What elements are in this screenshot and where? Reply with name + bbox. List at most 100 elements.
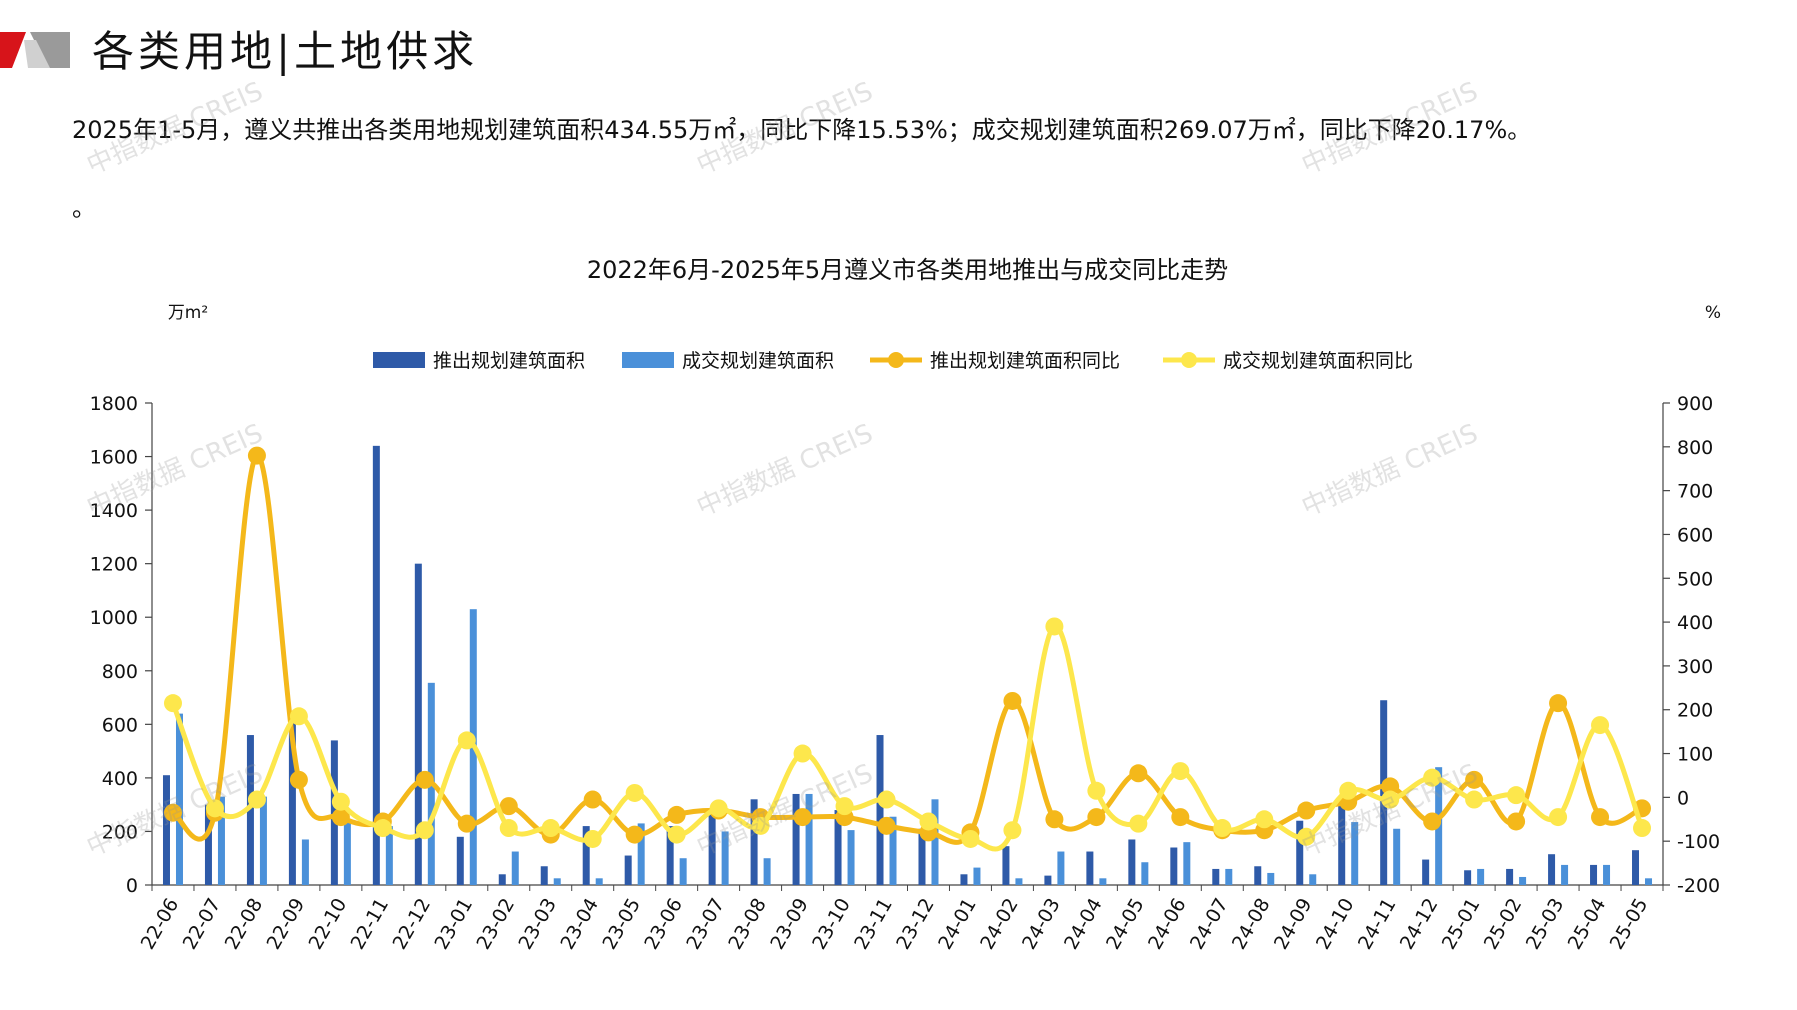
left-axis-unit: 万m² xyxy=(168,303,208,323)
supply-yoy-point xyxy=(457,814,476,833)
deal-yoy-point xyxy=(835,797,854,816)
legend-swatch-bar xyxy=(373,352,425,368)
x-tick-label: 22-12 xyxy=(388,895,435,954)
deal-bar xyxy=(637,823,645,885)
supply-bar xyxy=(1086,851,1094,885)
supply-bar xyxy=(1044,875,1052,885)
supply-yoy-line xyxy=(171,453,1644,845)
supply-yoy-point xyxy=(1465,770,1484,789)
deal-bar xyxy=(973,867,981,885)
supply-bar xyxy=(372,445,380,885)
legend-label: 推出规划建筑面积同比 xyxy=(930,350,1120,372)
legend-swatch-marker xyxy=(1181,352,1197,368)
deal-yoy-point xyxy=(1549,808,1568,827)
legend-swatch-marker xyxy=(888,352,904,368)
summary-text: 2025年1-5月，遵义共推出各类用地规划建筑面积434.55万㎡，同比下降15… xyxy=(72,116,1532,144)
x-tick-label: 23-02 xyxy=(472,895,519,954)
supply-bar xyxy=(498,874,506,885)
x-tick-label: 24-01 xyxy=(934,894,981,953)
supply-yoy-point xyxy=(877,816,896,835)
deal-bar xyxy=(1603,864,1611,885)
x-tick-label: 23-03 xyxy=(514,895,561,954)
deal-bar xyxy=(1183,842,1191,885)
supply-bar xyxy=(204,804,212,885)
supply-bar xyxy=(1464,870,1472,885)
deal-bar xyxy=(847,830,855,885)
right-tick-label: 800 xyxy=(1677,437,1713,459)
x-tick-label: 24-08 xyxy=(1228,895,1275,954)
x-tick-label: 23-10 xyxy=(808,895,855,954)
deal-yoy-point xyxy=(709,799,728,818)
left-tick-label: 0 xyxy=(126,875,138,897)
deal-bar xyxy=(343,820,351,885)
supply-bar xyxy=(792,793,800,885)
deal-yoy-point xyxy=(1213,819,1232,838)
x-tick-label: 25-01 xyxy=(1438,895,1485,954)
supply-bar xyxy=(666,826,674,885)
right-tick-label: 100 xyxy=(1677,744,1713,766)
deal-yoy-point xyxy=(877,790,896,809)
x-tick-label: 23-12 xyxy=(892,895,939,954)
deal-yoy-point xyxy=(1591,716,1610,735)
supply-bar xyxy=(288,721,296,885)
supply-bar xyxy=(162,775,170,885)
logo-light-shape xyxy=(24,40,50,68)
deal-bar xyxy=(1477,868,1485,885)
supply-bar xyxy=(750,799,758,885)
deal-bar xyxy=(889,816,897,885)
x-tick-label: 24-03 xyxy=(1018,895,1065,954)
summary-tail: 。 xyxy=(72,194,96,222)
deal-bar xyxy=(1561,864,1569,885)
deal-bar xyxy=(679,858,687,885)
x-tick-label: 23-09 xyxy=(766,895,813,954)
supply-bar xyxy=(834,810,842,885)
deal-yoy-point xyxy=(247,790,266,809)
deal-yoy-point xyxy=(289,707,308,726)
supply-bar xyxy=(708,810,716,885)
legend-label: 成交规划建筑面积同比 xyxy=(1223,350,1413,372)
supply-yoy-point xyxy=(163,803,182,822)
deal-bar xyxy=(1393,828,1401,885)
supply-bar xyxy=(1002,846,1010,885)
x-tick-label: 23-06 xyxy=(640,895,687,954)
supply-bar xyxy=(1548,854,1556,885)
deal-bar xyxy=(1267,872,1275,885)
deal-yoy-point xyxy=(625,783,644,802)
x-tick-label: 23-08 xyxy=(724,895,771,954)
deal-bar xyxy=(805,793,813,885)
deal-bar xyxy=(1645,878,1653,885)
supply-yoy-point xyxy=(793,808,812,827)
supply-bar xyxy=(1632,850,1640,885)
deal-bar xyxy=(1309,874,1317,885)
left-tick-label: 1000 xyxy=(90,607,138,629)
deal-bar xyxy=(763,858,771,885)
deal-yoy-point xyxy=(1171,762,1190,781)
right-axis-unit: % xyxy=(1705,303,1721,323)
left-tick-label: 1400 xyxy=(90,500,138,522)
deal-yoy-point xyxy=(457,731,476,750)
deal-bar xyxy=(1351,822,1359,885)
deal-bar xyxy=(1099,878,1107,885)
brand-logo xyxy=(0,32,70,68)
deal-yoy-point xyxy=(415,821,434,840)
deal-yoy-point xyxy=(1045,617,1064,636)
supply-yoy-point xyxy=(1423,812,1442,831)
deal-bar xyxy=(931,799,939,885)
deal-bar xyxy=(721,831,729,885)
supply-yoy-point xyxy=(331,808,350,827)
supply-yoy-point xyxy=(583,790,602,809)
supply-yoy-point xyxy=(667,805,686,824)
x-tick-label: 24-02 xyxy=(976,895,1023,954)
deal-yoy-point xyxy=(1339,781,1358,800)
supply-yoy-point xyxy=(1507,812,1526,831)
supply-bar xyxy=(876,735,884,885)
supply-bar xyxy=(246,735,254,885)
x-tick-label: 22-08 xyxy=(221,895,268,954)
logo-grey-shape xyxy=(30,32,70,68)
right-tick-label: -100 xyxy=(1677,831,1720,853)
deal-bar xyxy=(511,851,519,885)
supply-yoy-point xyxy=(1591,808,1610,827)
deal-bar xyxy=(217,796,225,885)
supply-yoy-point xyxy=(1297,801,1316,820)
x-tick-label: 23-01 xyxy=(430,895,477,954)
